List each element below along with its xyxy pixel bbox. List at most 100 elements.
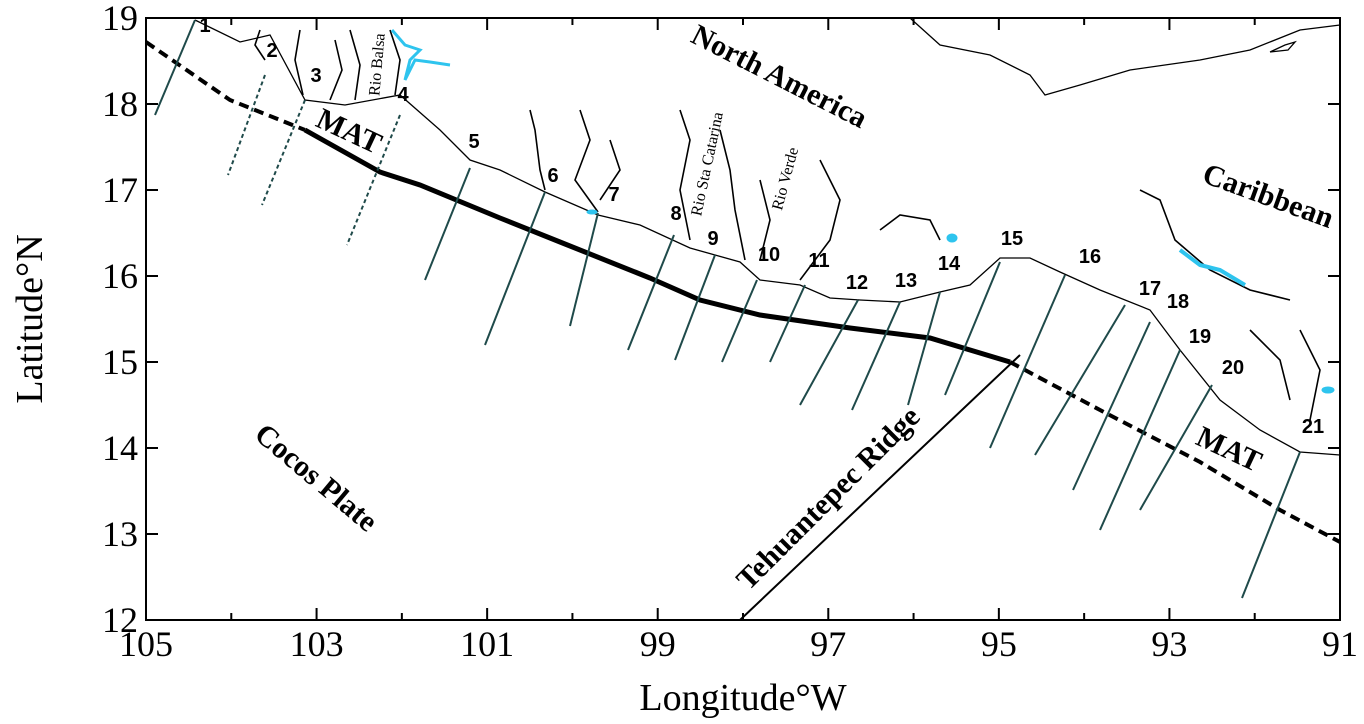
lake <box>1178 248 1247 287</box>
profile-lines <box>154 19 1301 599</box>
trench <box>144 40 1341 544</box>
y-tick-label: 17 <box>102 170 138 210</box>
river <box>1299 329 1321 421</box>
profile-line <box>1099 349 1181 531</box>
profile-number: 13 <box>895 270 917 292</box>
profile-number: 15 <box>1001 228 1023 250</box>
profile-line <box>944 261 1001 396</box>
profile-line <box>674 254 716 361</box>
river <box>294 29 304 96</box>
profile-number: 1 <box>199 15 210 37</box>
profile-line <box>1034 304 1126 456</box>
profile-line <box>851 301 901 411</box>
x-tick-label: 101 <box>460 624 514 664</box>
x-tick-label: 105 <box>119 624 173 664</box>
profile-number: 12 <box>846 272 868 294</box>
profile-line <box>627 234 675 351</box>
river <box>719 129 746 261</box>
profile-number: 7 <box>608 184 619 206</box>
profile-line <box>154 19 196 116</box>
y-tick-label: 16 <box>102 256 138 296</box>
river <box>254 29 266 61</box>
trench-dashed <box>144 40 306 132</box>
profile-number: 19 <box>1189 326 1211 348</box>
island <box>1269 40 1297 53</box>
river <box>879 214 941 241</box>
profile-number: 3 <box>310 65 321 87</box>
river <box>389 29 401 96</box>
x-tick-label: 93 <box>1151 624 1187 664</box>
profile-line <box>1241 451 1301 599</box>
y-tick-label: 19 <box>102 0 138 38</box>
x-tick-label: 91 <box>1322 624 1358 664</box>
profile-line <box>799 299 859 406</box>
river <box>574 109 599 213</box>
region-label: Tehuantepec Ridge <box>730 400 926 596</box>
y-tick-label: 13 <box>102 514 138 554</box>
river <box>759 179 771 261</box>
profile-line <box>346 114 401 246</box>
river-label: Rio Balsa <box>366 33 388 97</box>
profile-number: 8 <box>670 203 681 225</box>
profile-line <box>907 291 941 406</box>
ridge-line <box>739 354 1021 621</box>
dynamic-layer: 105 103 101 99 97 95 93 911213141516171819North… <box>102 0 1358 664</box>
river <box>349 29 361 101</box>
profile-number: 16 <box>1079 246 1101 268</box>
lake <box>946 233 958 243</box>
lake <box>586 209 598 215</box>
y-axis-label: Latitude°N <box>9 234 51 403</box>
river <box>529 109 546 191</box>
lakes <box>390 29 1335 394</box>
profile-number: 11 <box>808 250 829 272</box>
lake <box>390 29 451 81</box>
profile-number: 4 <box>397 84 409 106</box>
x-tick-label: 97 <box>810 624 846 664</box>
gulf-coastline <box>909 17 1341 96</box>
profile-line <box>261 99 306 206</box>
region-label: Caribbean <box>1198 157 1338 235</box>
profile-number: 20 <box>1222 357 1244 379</box>
region-label: Cocos Plate <box>248 417 383 538</box>
profile-line <box>569 212 599 327</box>
trench-dashed <box>1009 360 1341 544</box>
river <box>329 39 343 101</box>
profile-number: 10 <box>758 244 780 266</box>
profile-line <box>769 284 806 363</box>
coastline-group <box>194 17 1341 456</box>
river-label: Rio Verde <box>769 146 802 212</box>
profile-number: 14 <box>938 253 961 275</box>
river <box>1139 189 1291 301</box>
rivers <box>254 29 1321 421</box>
y-tick-label: 18 <box>102 84 138 124</box>
x-tick-label: 103 <box>290 624 344 664</box>
lake <box>1321 386 1335 394</box>
coastline <box>194 19 1341 456</box>
profile-line <box>1072 321 1151 491</box>
x-tick-label: 99 <box>640 624 676 664</box>
y-tick-label: 15 <box>102 342 138 382</box>
river <box>1249 329 1291 401</box>
profile-number: 5 <box>468 131 479 153</box>
profile-line <box>424 167 471 281</box>
profile-line <box>721 279 758 363</box>
profile-number: 18 <box>1167 291 1189 313</box>
trench-solid <box>303 127 1011 365</box>
river <box>679 109 691 241</box>
profile-number: 17 <box>1139 278 1161 300</box>
profile-line <box>989 274 1066 449</box>
x-axis-label: Longitude°W <box>639 677 846 719</box>
profile-line <box>484 191 546 346</box>
profile-number: 6 <box>547 165 558 187</box>
profile-line <box>1139 384 1213 511</box>
river <box>799 159 841 281</box>
x-tick-label: 95 <box>981 624 1017 664</box>
river-label: Rio Sta Catarina <box>688 111 727 218</box>
profile-number: 9 <box>707 228 718 250</box>
river <box>599 139 621 201</box>
y-tick-label: 14 <box>102 428 138 468</box>
profile-number: 2 <box>266 40 277 62</box>
y-tick-label: 12 <box>102 600 138 640</box>
profile-number: 21 <box>1302 416 1324 438</box>
